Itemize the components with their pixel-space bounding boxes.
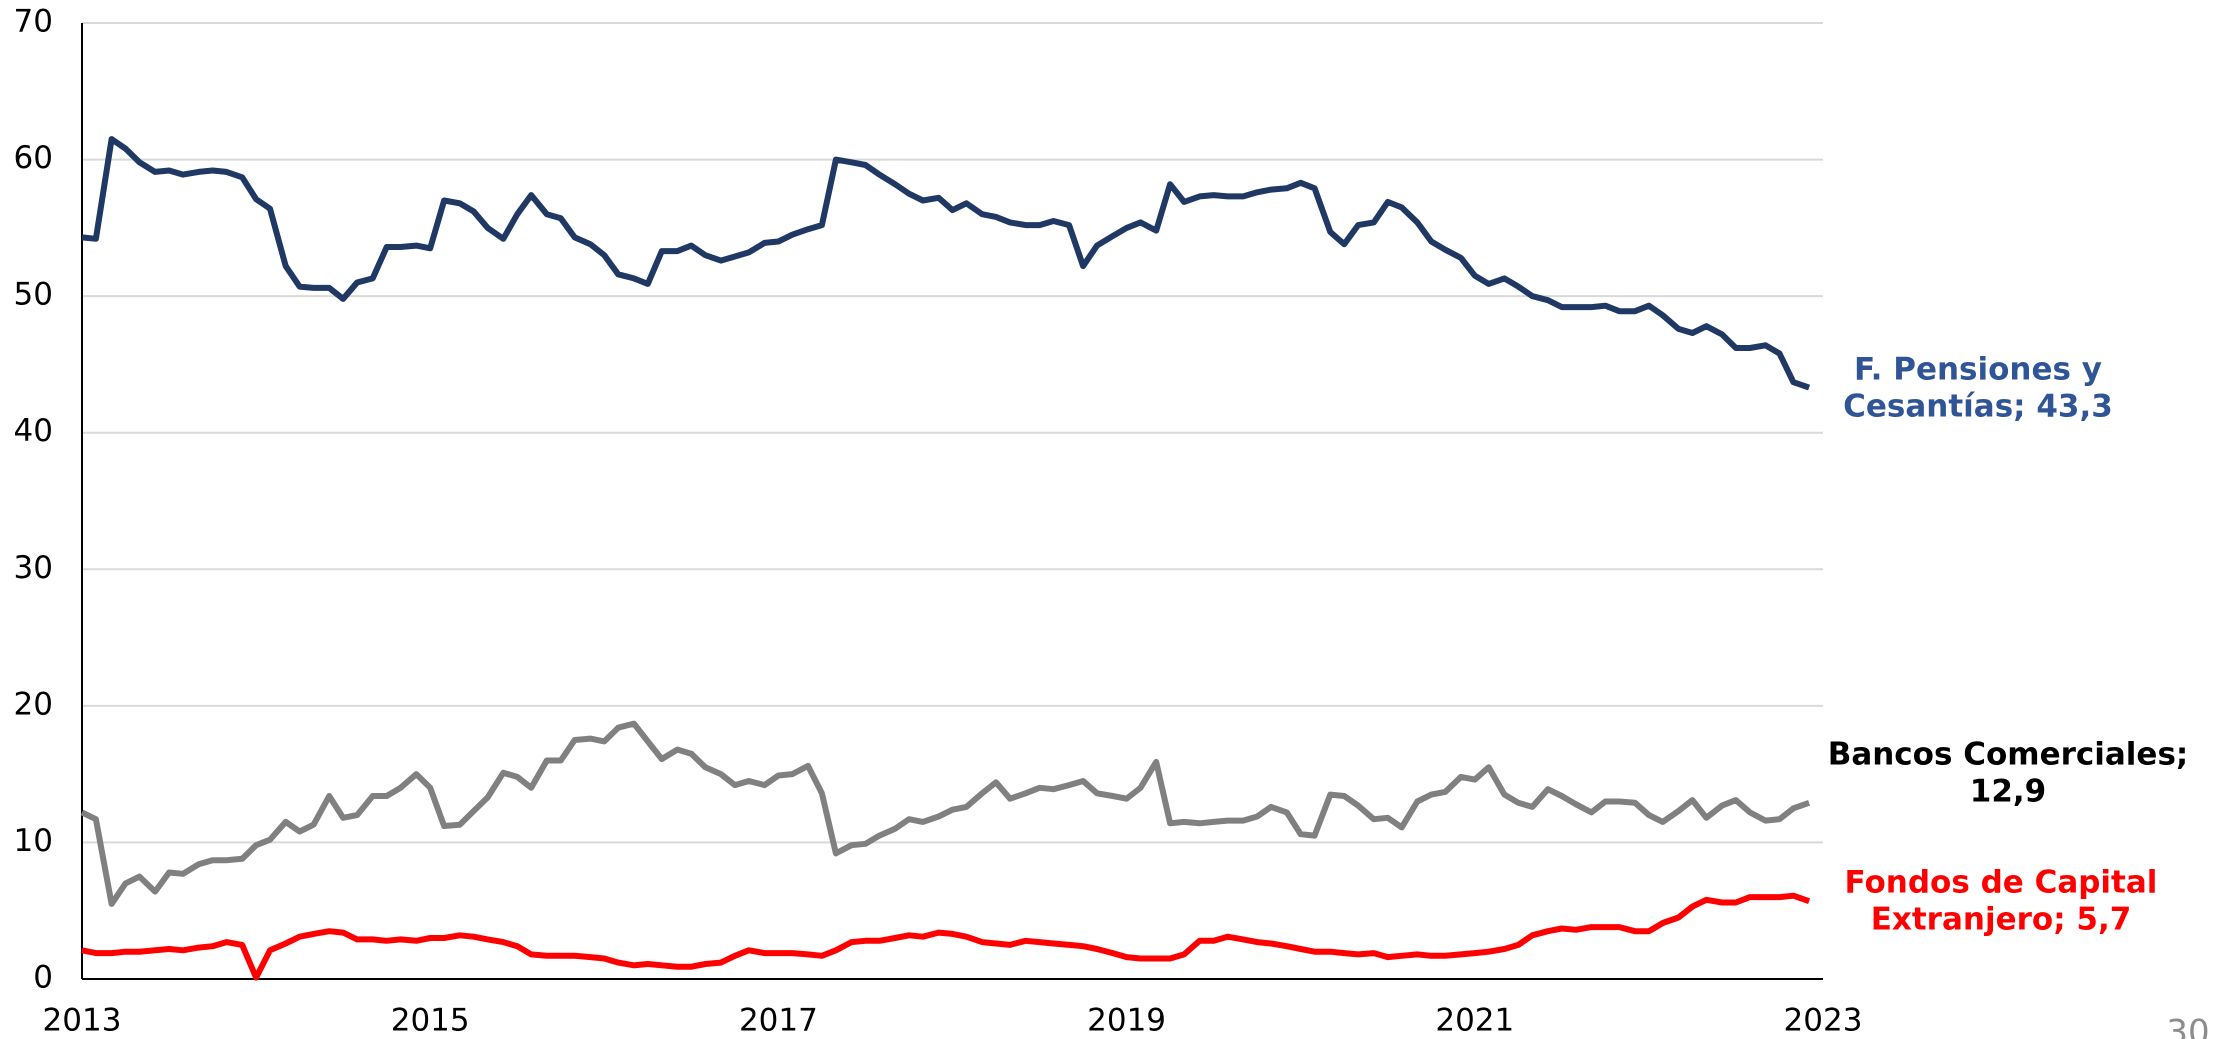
series-label: 12,9 (1970, 774, 2047, 810)
x-tick-label: 2021 (1435, 1003, 1514, 1039)
x-tick-label: 2013 (43, 1003, 122, 1039)
x-tick-label: 2019 (1087, 1003, 1166, 1039)
series-label: Fondos de Capital (1845, 865, 2158, 901)
x-tick-label: 2017 (739, 1003, 818, 1039)
y-tick-label: 30 (14, 550, 53, 586)
x-tick-label: 2023 (1784, 1003, 1863, 1039)
y-tick-label: 50 (14, 277, 53, 313)
y-tick-label: 10 (14, 823, 53, 859)
series-label: F. Pensiones y (1854, 352, 2102, 388)
series-line (81, 892, 1811, 981)
page-number: 30 (2166, 1013, 2209, 1039)
y-tick-label: 0 (33, 960, 53, 996)
y-tick-label: 40 (14, 413, 53, 449)
x-tick-label: 2015 (391, 1003, 470, 1039)
series-label: Bancos Comerciales; (1828, 737, 2189, 773)
y-tick-label: 20 (14, 686, 53, 722)
series-label: Extranjero; 5,7 (1871, 902, 2132, 938)
y-tick-label: 70 (14, 4, 53, 40)
series-label: Cesantías; 43,3 (1843, 389, 2113, 425)
series-line (81, 136, 1811, 391)
series-line (80, 720, 1811, 907)
y-tick-label: 60 (14, 140, 53, 176)
